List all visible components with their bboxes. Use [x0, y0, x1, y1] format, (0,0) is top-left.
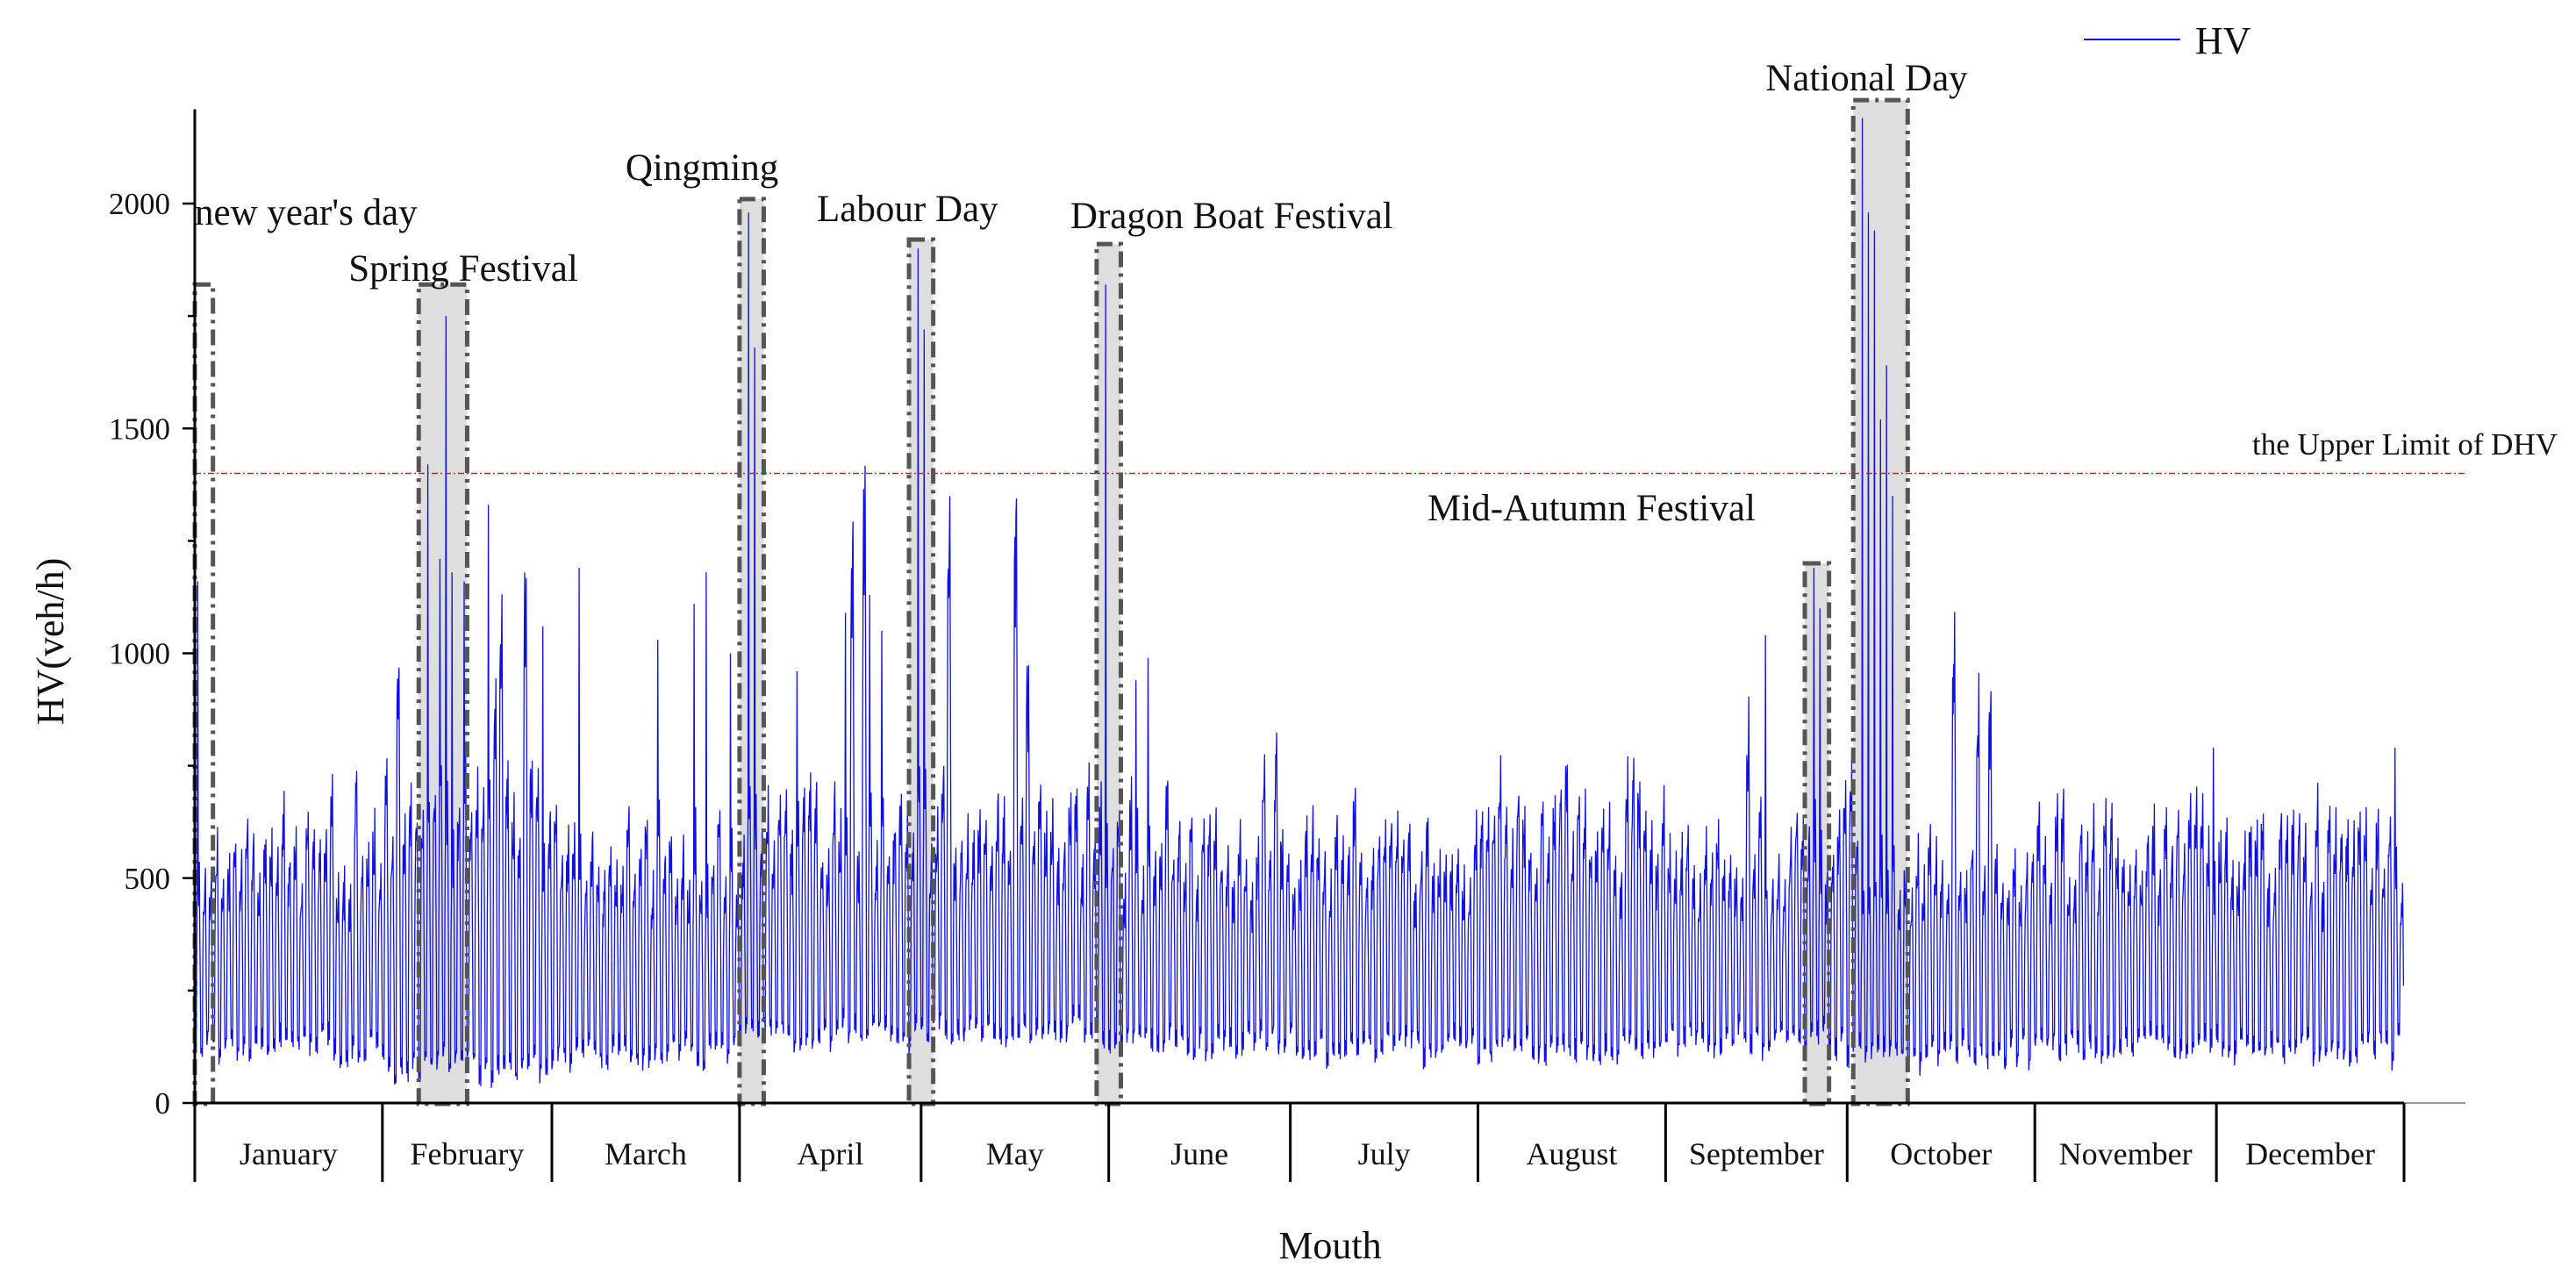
- series-hv: [194, 118, 2405, 1088]
- holiday-box: [906, 237, 936, 1107]
- y-tick-label: 2000: [109, 187, 170, 221]
- month-label: November: [2059, 1136, 2193, 1171]
- month-label: August: [1526, 1136, 1617, 1171]
- holiday-label: Spring Festival: [348, 248, 578, 290]
- month-label: March: [605, 1136, 687, 1171]
- holiday-label: Dragon Boat Festival: [1070, 196, 1393, 237]
- axes: [182, 109, 2465, 1182]
- x-axis-title: Mouth: [1278, 1224, 1381, 1267]
- holiday-label: new year's day: [195, 192, 418, 233]
- legend-label: HV: [2195, 19, 2251, 62]
- holiday-label: Qingming: [626, 147, 778, 189]
- dhv-upper-limit-label: the Upper Limit of DHV: [2252, 427, 2558, 462]
- labels: new year's day Spring Festival Qingming Lab…: [29, 19, 2558, 1267]
- month-label: April: [797, 1136, 863, 1171]
- series-hv-line: [194, 118, 2405, 1088]
- holiday-label: Labour Day: [817, 189, 998, 230]
- month-label: June: [1170, 1136, 1228, 1171]
- month-label: October: [1890, 1136, 1992, 1171]
- month-label: July: [1358, 1136, 1411, 1171]
- month-label: December: [2245, 1136, 2375, 1171]
- y-axis-title: HV(veh/h): [29, 558, 72, 726]
- month-label: February: [410, 1136, 524, 1171]
- month-label: January: [240, 1136, 338, 1171]
- y-tick-label: 1000: [109, 637, 170, 671]
- y-tick-label: 0: [155, 1086, 171, 1121]
- month-label: September: [1689, 1136, 1824, 1171]
- holiday-label: Mid-Autumn Festival: [1428, 488, 1756, 529]
- month-label: May: [986, 1136, 1044, 1171]
- y-tick-label: 500: [125, 862, 171, 896]
- y-tick-label: 1500: [109, 412, 170, 446]
- holiday-label: National Day: [1765, 58, 1968, 99]
